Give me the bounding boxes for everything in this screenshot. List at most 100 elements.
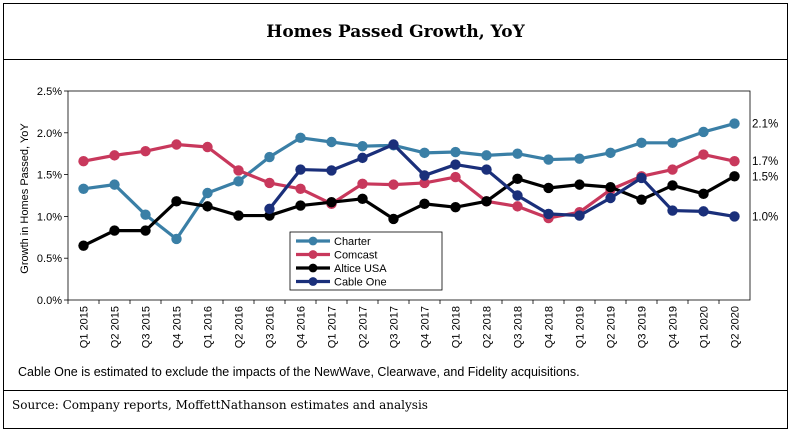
data-point [450,202,461,213]
data-point [450,146,461,158]
data-point [729,156,740,167]
x-tick-label: Q1 2018 [451,306,463,348]
series-line [83,122,735,241]
data-point [140,145,151,157]
data-point [295,183,306,195]
y-tick-label: 2.5% [37,86,62,98]
legend-swatch-marker [308,250,318,259]
data-point [698,126,709,138]
data-point [78,240,89,251]
footnote-divider [4,390,787,391]
x-tick-label: Q4 2017 [420,306,432,348]
data-point [171,196,182,207]
data-point [543,154,554,165]
data-point [264,203,275,215]
data-point [481,150,492,161]
y-tick-label: 1.0% [37,211,62,223]
data-point [202,187,213,199]
data-point [233,165,244,176]
series-line [268,142,735,218]
data-point [295,164,306,175]
x-tick-label: Q1 2019 [575,306,587,348]
data-point [233,176,244,187]
legend-label: Charter [334,236,371,248]
data-point [667,180,678,191]
data-point [636,137,647,149]
y-tick-label: 0.5% [37,253,62,265]
end-value-label: 1.7% [752,156,778,168]
data-point [109,150,120,161]
data-point [698,149,709,160]
data-point [202,201,213,212]
data-point [419,170,430,181]
data-point [326,165,337,176]
data-point [388,139,399,150]
data-point [667,137,678,149]
x-tick-label: Q3 2015 [141,306,153,348]
data-point [295,200,306,211]
data-point [171,233,182,245]
series-charter: 2.1% [78,118,778,245]
y-tick-label: 0.0% [37,295,62,307]
x-tick-label: Q4 2019 [668,306,680,348]
data-point [667,205,678,216]
title-row: Homes Passed Growth, YoY [4,4,787,60]
data-point [264,151,275,163]
x-tick-label: Q1 2016 [203,306,215,348]
data-point [574,210,585,221]
data-point [512,173,523,184]
chart-footnote: Cable One is estimated to exclude the im… [18,365,580,379]
series-line [82,174,736,248]
x-tick-label: Q2 2018 [482,306,494,348]
x-tick-label: Q1 2015 [79,306,91,348]
data-point [636,172,647,184]
data-point [419,198,430,210]
data-point [140,209,151,220]
data-point [202,141,213,153]
series-cable-one: 1.0% [264,139,778,223]
x-tick-label: Q2 2016 [234,306,246,348]
x-tick-label: Q3 2018 [513,306,525,348]
x-tick-label: Q4 2015 [172,306,184,348]
data-point [357,193,368,205]
data-point [419,147,430,159]
data-point [667,164,678,175]
data-point [109,179,120,190]
x-tick-label: Q4 2016 [296,306,308,348]
data-point [512,190,523,201]
data-point [326,196,337,208]
data-point [729,211,740,222]
end-value-label: 1.0% [752,211,778,223]
series-line [83,142,735,220]
data-point [636,194,647,205]
x-tick-label: Q4 2018 [544,306,556,348]
data-point [140,225,151,236]
data-point [543,182,554,194]
data-point [574,179,585,190]
chart-frame: Homes Passed Growth, YoY [3,3,788,429]
x-tick-label: Q3 2019 [637,306,649,348]
data-point [512,201,523,212]
data-point [171,139,182,150]
data-point [605,181,616,193]
data-point [450,171,461,183]
legend-label: Altice USA [334,263,387,275]
data-point [512,148,523,159]
data-point [388,213,399,225]
x-tick-label: Q3 2016 [265,306,277,348]
data-point [295,132,306,144]
data-point [729,171,740,182]
data-point [543,208,554,220]
data-point [264,177,275,189]
data-point [109,225,120,236]
legend-label: Cable One [334,277,387,289]
data-point [78,156,89,167]
series-altice-usa: 1.5% [78,171,778,251]
data-point [78,183,89,195]
data-point [419,177,430,189]
legend-swatch-marker [308,277,318,286]
data-point [326,136,337,148]
data-point [233,210,244,221]
data-point [574,153,585,164]
